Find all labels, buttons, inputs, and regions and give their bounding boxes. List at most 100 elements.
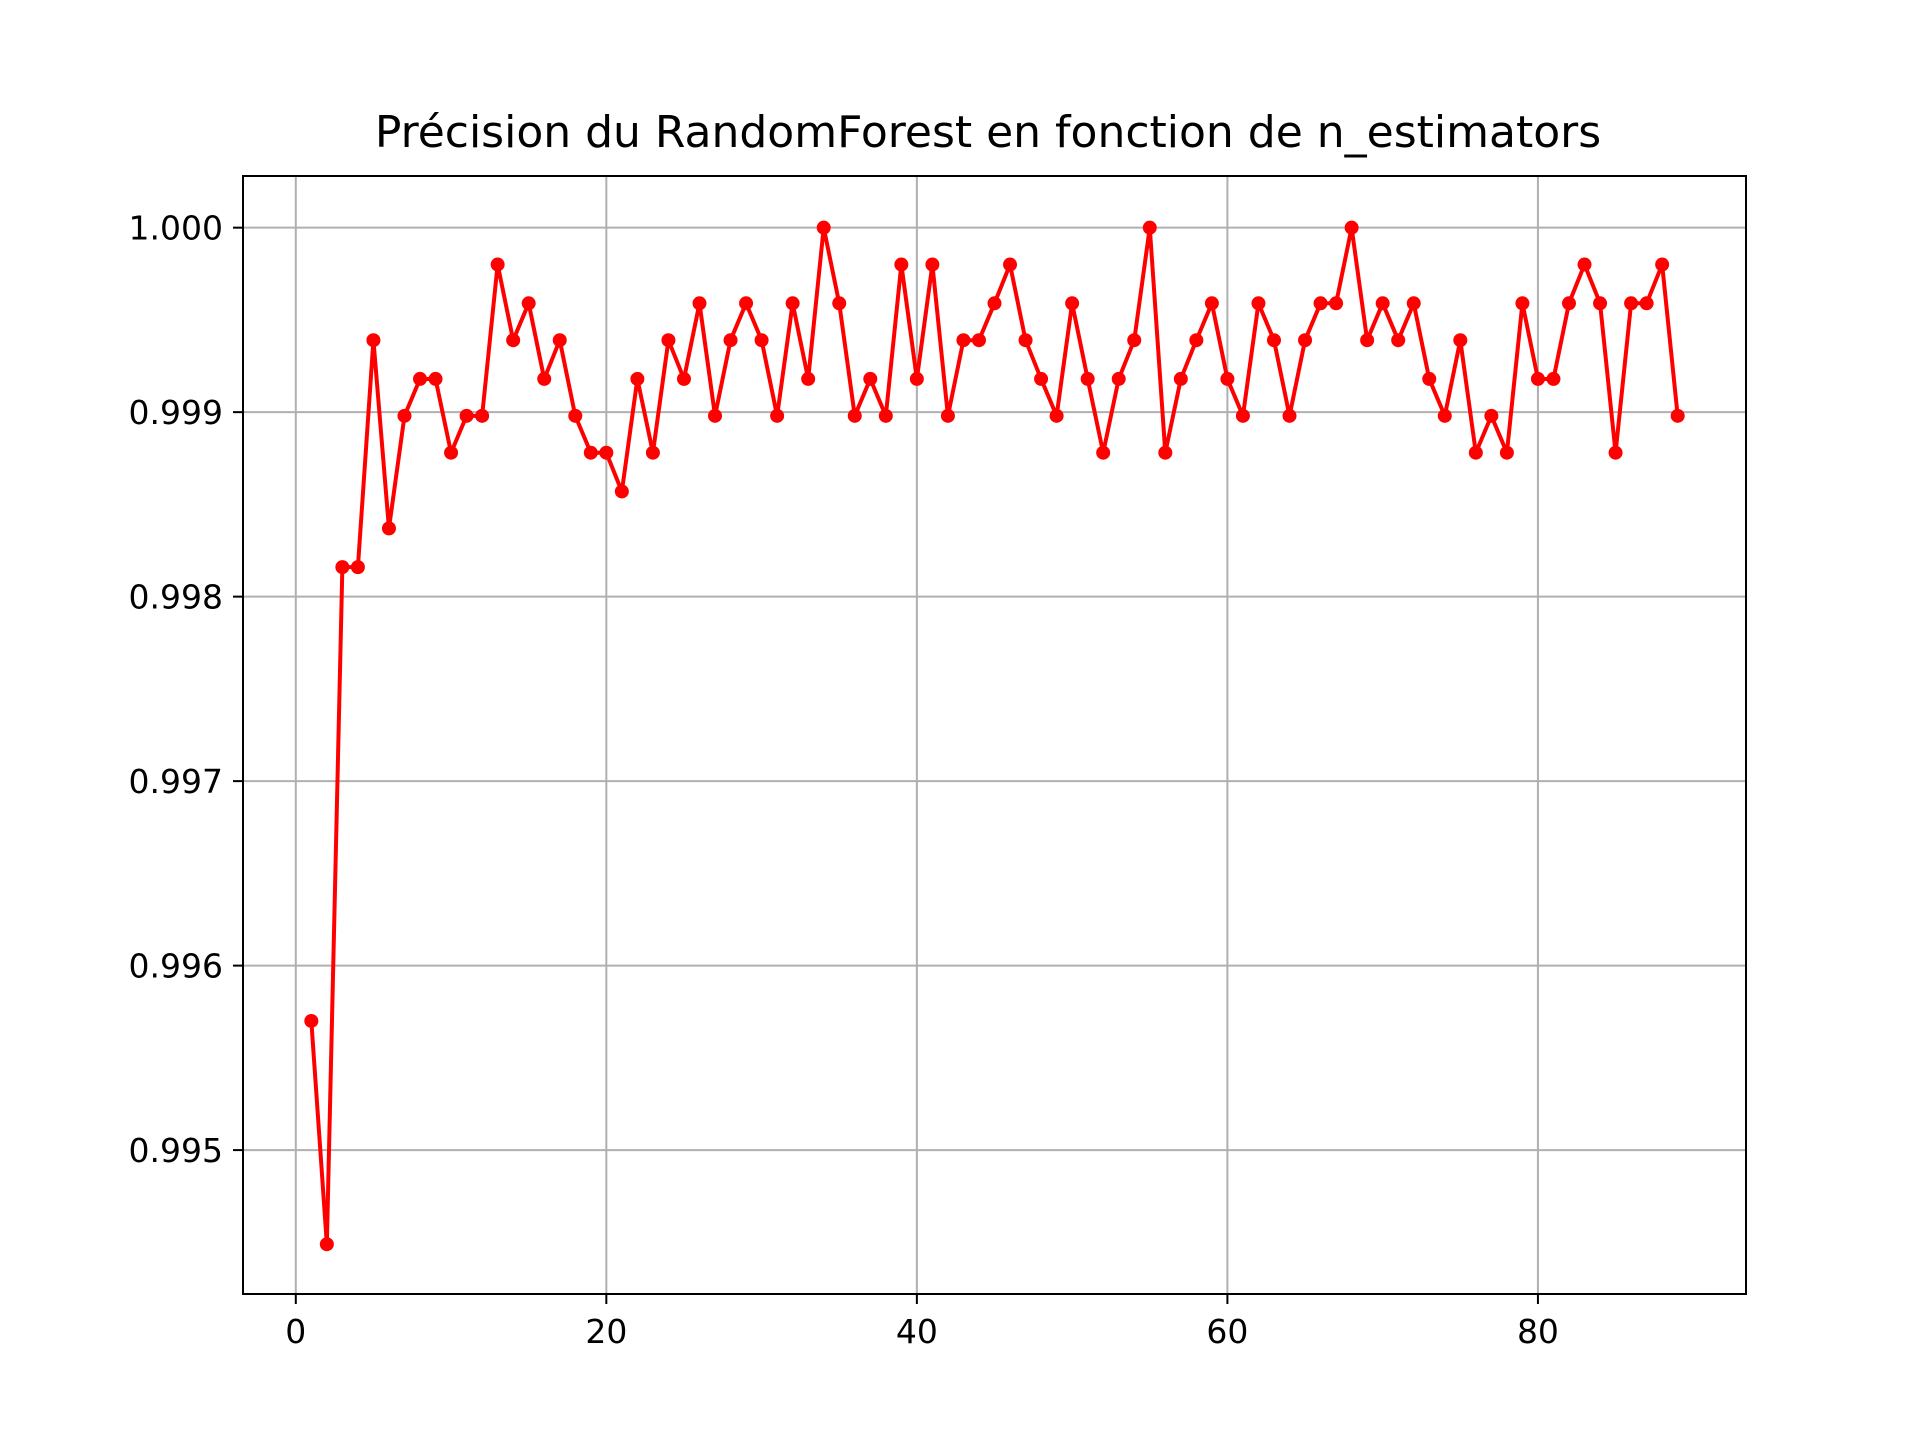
y-tick-label: 1.000 — [129, 209, 223, 248]
data-point — [770, 408, 785, 423]
data-point — [366, 333, 381, 348]
data-point — [1266, 333, 1281, 348]
data-point — [1499, 445, 1514, 460]
data-point — [754, 333, 769, 348]
data-point — [1329, 296, 1344, 311]
data-point — [676, 371, 691, 386]
data-point — [1546, 371, 1561, 386]
data-point — [940, 408, 955, 423]
x-tick-label: 80 — [1517, 1312, 1559, 1351]
x-tick-label: 60 — [1206, 1312, 1248, 1351]
data-point — [459, 408, 474, 423]
data-point — [1375, 296, 1390, 311]
data-point — [381, 521, 396, 536]
data-point — [413, 371, 428, 386]
data-point — [1530, 371, 1545, 386]
data-point — [1515, 296, 1530, 311]
data-point — [909, 371, 924, 386]
y-tick-label: 0.996 — [129, 947, 223, 986]
data-point — [630, 371, 645, 386]
data-point — [832, 296, 847, 311]
data-point — [304, 1013, 319, 1028]
data-point — [1437, 408, 1452, 423]
data-point — [987, 296, 1002, 311]
data-point — [708, 408, 723, 423]
data-point — [397, 408, 412, 423]
data-point — [723, 333, 738, 348]
data-point — [878, 408, 893, 423]
data-point — [1406, 296, 1421, 311]
data-point — [1189, 333, 1204, 348]
y-tick-label: 0.995 — [129, 1131, 223, 1170]
data-point — [350, 560, 365, 575]
data-point — [1468, 445, 1483, 460]
data-point — [1080, 371, 1095, 386]
data-point — [1561, 296, 1576, 311]
data-point — [1003, 257, 1018, 272]
data-point — [475, 408, 490, 423]
series-line — [309, 225, 1680, 1247]
data-point — [1422, 371, 1437, 386]
data-point — [599, 445, 614, 460]
data-point — [1049, 408, 1064, 423]
data-point — [319, 1237, 334, 1252]
plot-frame — [242, 175, 1747, 1295]
data-point — [444, 445, 459, 460]
data-point — [645, 445, 660, 460]
data-point — [847, 408, 862, 423]
data-point — [1453, 333, 1468, 348]
data-point — [521, 296, 536, 311]
data-point — [1298, 333, 1313, 348]
data-point — [1096, 445, 1111, 460]
data-series — [304, 220, 1685, 1252]
data-point — [614, 484, 629, 499]
data-point — [335, 560, 350, 575]
y-tick-label: 0.999 — [129, 393, 223, 432]
data-point — [1235, 408, 1250, 423]
data-point — [1344, 220, 1359, 235]
data-point — [1142, 220, 1157, 235]
data-point — [1251, 296, 1266, 311]
data-point — [971, 333, 986, 348]
data-point — [956, 333, 971, 348]
data-point — [863, 371, 878, 386]
data-point — [1111, 371, 1126, 386]
data-point — [1639, 296, 1654, 311]
data-point — [1577, 257, 1592, 272]
axis-ticks: 0 20 40 60 80 0.995 0.996 0.997 0.998 0.999 1.000 — [129, 209, 1559, 1351]
data-point — [1670, 408, 1685, 423]
data-point — [1391, 333, 1406, 348]
grid-lines — [243, 176, 1746, 1294]
data-point — [1204, 296, 1219, 311]
y-tick-label: 0.997 — [129, 762, 223, 801]
x-tick-label: 20 — [585, 1312, 627, 1351]
data-point — [506, 333, 521, 348]
data-point — [1173, 371, 1188, 386]
data-point — [1034, 371, 1049, 386]
data-point — [1360, 333, 1375, 348]
data-point — [1065, 296, 1080, 311]
data-point — [661, 333, 676, 348]
data-point — [490, 257, 505, 272]
data-point — [1282, 408, 1297, 423]
data-point — [1158, 445, 1173, 460]
data-point — [785, 296, 800, 311]
x-tick-label: 0 — [285, 1312, 306, 1351]
data-point — [816, 220, 831, 235]
data-point — [552, 333, 567, 348]
data-point — [1608, 445, 1623, 460]
data-point — [894, 257, 909, 272]
data-point — [1484, 408, 1499, 423]
data-point — [925, 257, 940, 272]
chart-title: Précision du RandomForest en fonction de… — [375, 107, 1601, 158]
data-point — [692, 296, 707, 311]
data-point — [1655, 257, 1670, 272]
data-point — [568, 408, 583, 423]
data-point — [428, 371, 443, 386]
data-point — [1220, 371, 1235, 386]
data-point — [1593, 296, 1608, 311]
data-point — [1018, 333, 1033, 348]
data-point — [583, 445, 598, 460]
data-point — [801, 371, 816, 386]
